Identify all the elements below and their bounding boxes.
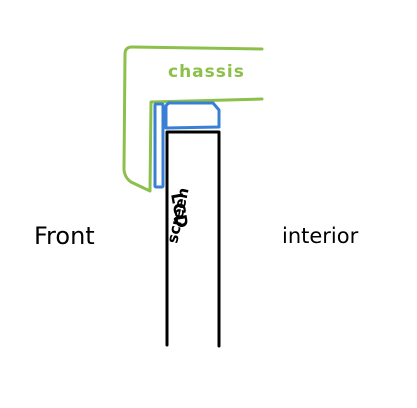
bracket-top-piece [164, 101, 221, 130]
lcd-screen-outline [165, 130, 221, 348]
chassis-outline [122, 45, 264, 193]
interior-label: interior [282, 224, 359, 248]
bracket-vertical-strip [153, 102, 165, 189]
chassis-label: chassis [168, 62, 245, 82]
front-label: Front [34, 222, 95, 250]
